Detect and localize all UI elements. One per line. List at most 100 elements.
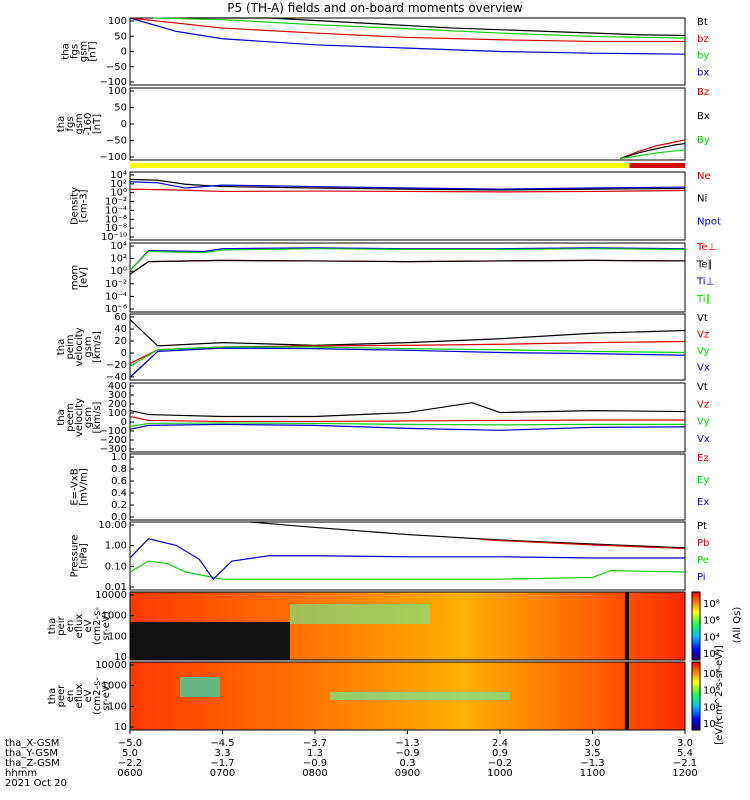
series-Ti⊥	[129, 247, 686, 272]
legend-entry: Ti∥	[696, 294, 711, 305]
y-tick-label: 100	[108, 16, 127, 27]
x-axis-row-label: tha_Y-GSM	[5, 748, 58, 759]
y-tick-label: 10⁻⁶	[105, 304, 127, 315]
y-axis-label: Pressure[nPa]	[70, 535, 90, 578]
y-axis-label-line: sr-eV)	[101, 611, 112, 640]
series-Vy	[129, 422, 685, 427]
y-tick-label: −100	[100, 77, 127, 88]
y-tick-label: 10	[114, 652, 127, 663]
y-axis-label-line: tha	[56, 409, 67, 425]
series-By	[620, 149, 686, 160]
colorbar-tick-label: 10⁴	[703, 632, 720, 643]
series-bz	[129, 17, 685, 43]
series-Ne	[129, 188, 686, 193]
y-axis-label-line: eV	[83, 689, 94, 702]
x-axis-row-label: tha_Z-GSM	[5, 758, 60, 769]
y-axis-label: Density[cm-3]	[70, 187, 90, 225]
y-tick-label: −100	[100, 426, 127, 437]
series-Vt	[129, 402, 686, 418]
series-Pt	[250, 521, 686, 549]
y-axis-label-line: [eV]	[79, 267, 90, 288]
y-axis-label-line: sr-eV)	[101, 681, 112, 710]
y-axis-label-line: eflux	[74, 684, 85, 709]
chart-title: P5 (TH-A) fields and on-board moments ov…	[227, 1, 523, 15]
legend-entry: Pi	[697, 572, 706, 583]
x-tick-label: 0.9	[492, 748, 508, 759]
legend-entry: Ni	[697, 194, 707, 205]
spectrogram-band	[180, 677, 220, 697]
series-Bt	[185, 17, 686, 37]
y-axis-label-line: [mV/m]	[79, 468, 90, 506]
y-tick-label: 10	[114, 722, 127, 733]
y-tick-label: 10²	[110, 179, 127, 190]
x-tick-label: −4.5	[210, 738, 234, 749]
y-axis-label-line: [nT]	[88, 41, 99, 61]
series-Vz	[129, 415, 685, 423]
y-axis-label-line: [nT]	[92, 114, 103, 134]
legend-entry: Bt	[697, 17, 708, 28]
panel-1: 100 50 0 −50 −100 thafgsgsm-160[nT] Bz Bx By	[56, 86, 710, 163]
colorbar-tick-label: 10⁸	[703, 669, 720, 680]
y-tick-label: 10⁻⁶	[105, 214, 127, 225]
x-tick-label: 0700	[210, 768, 235, 779]
x-tick-label: −1.3	[580, 758, 604, 769]
panel-8: 10⁸10⁶10⁴10²10000100010010thapeireneflux…	[47, 590, 720, 663]
colorbar	[691, 591, 701, 661]
y-tick-label: 0	[121, 119, 127, 130]
status-bar-yellow	[130, 163, 630, 168]
y-axis-label: thafgsgsm[nT]	[61, 41, 99, 62]
y-tick-label: 0.0	[111, 512, 127, 523]
y-axis-label-line: eflux	[74, 614, 85, 639]
y-tick-label: −50	[106, 136, 127, 147]
series-Bx	[620, 142, 686, 160]
y-axis-label-line: -160	[83, 113, 94, 136]
y-tick-label: −300	[100, 444, 127, 455]
legend-entry: Pt	[697, 521, 707, 532]
legend-entry: By	[697, 135, 710, 146]
x-tick-label: 3.0	[585, 738, 601, 749]
y-axis-label-line: tha	[47, 618, 58, 634]
x-tick-label: 2.4	[492, 738, 508, 749]
x-tick-label: 0.3	[400, 758, 416, 769]
y-tick-label: 10⁻⁸	[105, 223, 127, 234]
y-axis-label-line: en	[65, 690, 76, 703]
y-tick-label: 400	[108, 381, 127, 392]
y-axis-label-line: [nPa]	[79, 543, 90, 569]
legend-entry: Vt	[697, 382, 708, 393]
y-axis-label: E=-VxB[mV/m]	[70, 468, 90, 506]
colorbar-label: [eV/(cm^2-s-sr-eV)]	[714, 645, 725, 745]
legend-entry: Pb	[697, 538, 709, 549]
panel-0: 100 50 0 −50 −100 thafgsgsm[nT] Bt bz by bx	[61, 16, 710, 88]
y-axis-label-line: eV	[83, 619, 94, 632]
colorbar-tick-label: 10⁸	[703, 599, 720, 610]
y-tick-label: −200	[100, 435, 127, 446]
y-axis-label: thapeimvelocitygsm[km/s]	[56, 327, 103, 366]
y-tick-label: 0	[121, 348, 127, 359]
y-tick-label: 10²	[110, 254, 127, 265]
y-tick-label: 1000	[102, 611, 127, 622]
series-Vx	[129, 423, 686, 431]
legend-entry: Vt	[697, 313, 708, 324]
x-tick-label: 0600	[117, 768, 142, 779]
y-axis-label-line: (cm2-s-	[92, 677, 103, 715]
series-Ni	[129, 178, 686, 191]
plot-frame	[129, 242, 686, 313]
legend-entry: Te∥	[696, 259, 713, 270]
legend-entry: Ez	[697, 453, 709, 464]
y-axis-label-line: [km/s]	[92, 331, 103, 363]
y-axis-label: mom[eV]	[70, 265, 90, 291]
y-tick-label: 10000	[95, 660, 127, 671]
y-tick-label: 100	[108, 631, 127, 642]
series-Ti∥	[129, 248, 686, 272]
y-axis-label: thapeemvelocitygsm[km/s]	[56, 398, 103, 437]
colorbar	[691, 661, 701, 731]
spectrogram-band	[330, 692, 510, 700]
y-axis-label-line: velocity	[74, 327, 85, 366]
x-tick-label: −0.9	[395, 748, 419, 759]
legend-entry: bz	[697, 34, 709, 45]
y-tick-label: 0.6	[111, 476, 127, 487]
series-Pb	[481, 538, 686, 550]
colorbar-tick-label: 10⁶	[703, 616, 720, 627]
